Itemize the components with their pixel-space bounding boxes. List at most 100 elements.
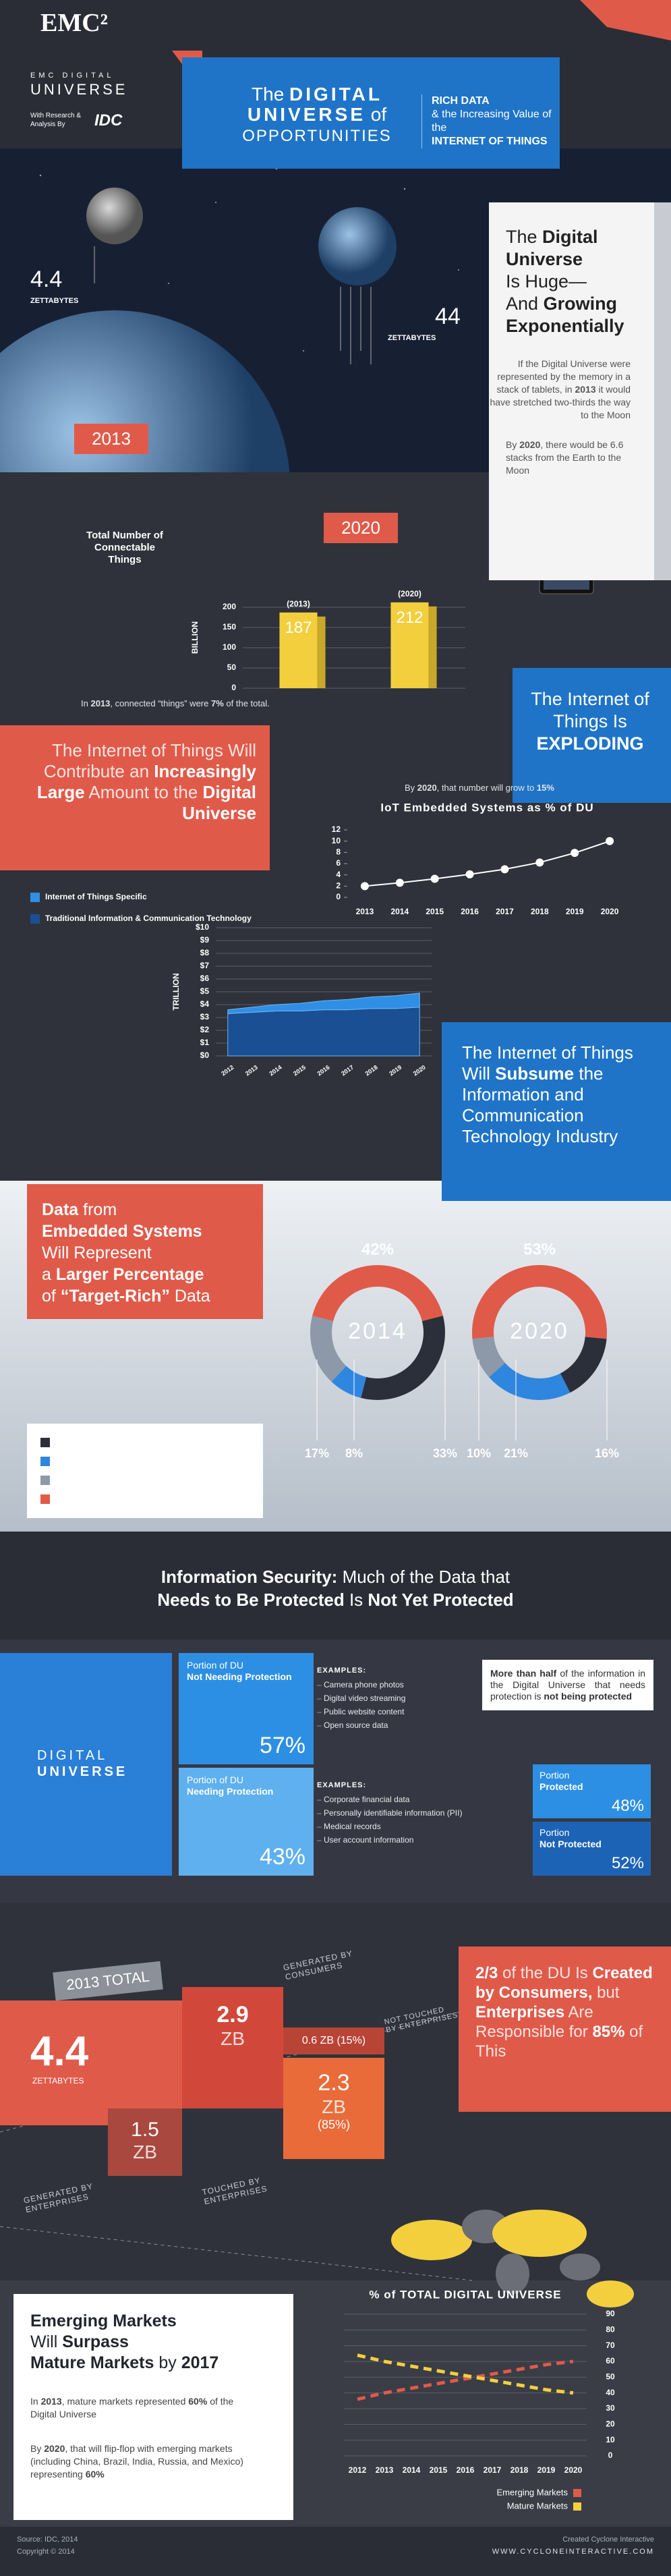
x-tick-label: 2015 — [430, 2465, 448, 2475]
text: Much of the Data that — [342, 1567, 510, 1587]
year-tag: 2020 — [324, 513, 398, 543]
legend-label: General IT & Metadata — [57, 1493, 159, 1505]
text: OPPORTUNITIES — [242, 127, 392, 145]
data-point — [360, 882, 369, 891]
axis-label: BILLION — [190, 621, 200, 654]
x-tick-label: 2019 — [537, 2465, 556, 2475]
not-touched-block: 0.6 ZB (15%) — [283, 2027, 384, 2054]
example: Personally identifiable information (PII… — [317, 1808, 519, 1818]
text: 2020 — [519, 439, 541, 450]
y-tick-label: 60 — [606, 2356, 615, 2365]
text: , connected “things” were — [110, 698, 209, 708]
x-tick-label: 2014 — [390, 907, 409, 916]
world-map — [391, 2210, 634, 2307]
text: Needs to Be Protected — [157, 1590, 345, 1610]
text: Increasingly Large — [36, 761, 256, 802]
text: 2020 — [417, 783, 437, 793]
text: The — [506, 227, 537, 247]
y-tick-label: 0 — [231, 683, 236, 692]
text: Needing Protection — [187, 1786, 274, 1797]
text: Created by Consumers, — [475, 1964, 653, 2002]
value: 2.3 — [318, 2070, 350, 2096]
value-label: 212 — [396, 609, 423, 627]
unit: ZB — [221, 2028, 245, 2049]
text: The Internet of Things Is — [531, 689, 649, 731]
area — [227, 992, 420, 1014]
text: Digital Universe — [182, 782, 256, 823]
examples-title: EXAMPLES: — [317, 1781, 367, 1789]
legend-label: Consumer & Mobile — [57, 1474, 146, 1486]
protected-box: Portion Protected 48% — [533, 1764, 651, 1818]
legend-label: Traditional Information & Communication … — [45, 914, 252, 923]
moon — [86, 188, 143, 244]
chart-title: % of TOTAL DIGITAL UNIVERSE — [369, 2288, 561, 2301]
example: Camera phone photos — [317, 1680, 479, 1689]
text: of This — [475, 2023, 643, 2061]
text: Portion — [539, 1770, 570, 1781]
box-label: Portion of DU Not Needing Protection — [187, 1660, 301, 1683]
idc-logo: IDC — [94, 111, 123, 130]
y-tick-label: 50 — [227, 663, 237, 672]
data-line — [357, 2359, 574, 2401]
text: Exponentially — [506, 316, 624, 336]
donut-slice — [472, 1337, 505, 1378]
text: DIGITAL — [37, 1748, 108, 1763]
enterprises-block: 1.5 ZB — [108, 2108, 182, 2176]
x-tick-label: 2020 — [601, 907, 619, 916]
unit: ZB — [322, 2096, 346, 2117]
donut-slice — [560, 1337, 607, 1393]
title-banner: The DIGITAL UNIVERSE of OPPORTUNITIES RI… — [182, 57, 560, 169]
text: of the DU Is — [502, 1964, 588, 1982]
text: Portion of DU — [187, 1660, 244, 1671]
stat-unit: ZETTABYTES — [30, 297, 79, 305]
y-tick-label: 30 — [606, 2403, 615, 2413]
text: Protected — [539, 1781, 583, 1792]
data-line — [364, 840, 610, 887]
examples: EXAMPLES: Corporate financial data Perso… — [317, 1781, 519, 1849]
text: DIGITAL — [289, 84, 382, 105]
text: In — [81, 698, 88, 708]
needing-box: Portion of DU Needing Protection 43% — [179, 1768, 314, 1876]
text: 7% — [210, 698, 224, 708]
text: Mature Markets — [30, 2353, 154, 2372]
donut-slice — [471, 1264, 608, 1339]
data-point — [535, 858, 544, 867]
donut-slice — [312, 1264, 443, 1322]
value-label: 16% — [595, 1447, 619, 1460]
du-block: DIGITAL UNIVERSE — [0, 1653, 172, 1876]
legend-label: Emerging Markets — [497, 2487, 568, 2497]
paragraph: By 2020, there would be 6.6 stacks from … — [506, 439, 631, 477]
y-tick-label: $6 — [200, 974, 210, 983]
y-tick-label: 70 — [606, 2341, 615, 2350]
x-tick-label: 2014 — [268, 1064, 283, 1077]
y-tick-label: 0 — [336, 892, 341, 901]
legend-swatch — [30, 914, 40, 924]
copyright: Copyright © 2014 — [17, 2548, 75, 2556]
text: Not Yet Protected — [368, 1590, 514, 1610]
data-point — [571, 849, 579, 858]
box-value: 52% — [611, 1854, 644, 1872]
data-point — [465, 870, 474, 878]
legend-swatch — [40, 1438, 50, 1447]
value-label: 8% — [345, 1447, 363, 1460]
text: Surpass — [62, 2332, 129, 2351]
x-tick-label: 2015 — [426, 907, 444, 916]
value-label: 33% — [433, 1447, 457, 1460]
text: By — [506, 439, 517, 450]
y-tick-label: 12 — [332, 824, 341, 834]
y-tick-label: $5 — [200, 986, 210, 996]
panel-text: 2/3 of the DU Is Created by Consumers, b… — [475, 1963, 658, 2061]
legend-swatch — [30, 893, 40, 902]
text: , that will flip-flop with emerging mark… — [30, 2443, 243, 2480]
text: UNIVERSE — [37, 1764, 128, 1779]
x-tick-label: 2016 — [457, 2465, 475, 2475]
donut-slice — [331, 1366, 367, 1398]
text: 2013 — [90, 698, 111, 708]
text: INTERNET OF THINGS — [432, 136, 548, 147]
examples: EXAMPLES: Camera phone photos Digital vi… — [317, 1667, 479, 1734]
x-tick-label: 2019 — [566, 907, 584, 916]
y-tick-label: 10 — [332, 836, 341, 845]
text: of the Digital Universe — [30, 2396, 234, 2419]
exploding-panel: The Internet of Things Is EXPLODING — [513, 668, 671, 803]
text: by — [158, 2353, 177, 2372]
